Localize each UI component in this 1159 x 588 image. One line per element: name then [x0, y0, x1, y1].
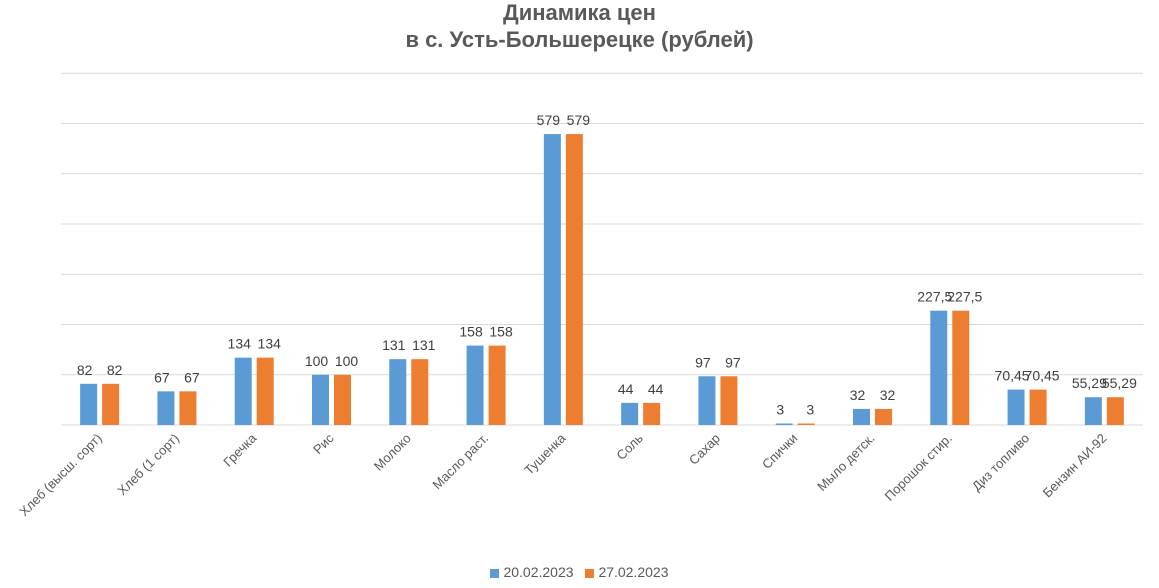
data-label-series-1: 131 — [382, 337, 406, 353]
bar-series-2 — [565, 134, 583, 426]
data-label-series-1: 134 — [228, 336, 252, 352]
data-label-series-2: 82 — [107, 362, 123, 378]
data-label-series-2: 67 — [184, 369, 200, 385]
category-label: Мыло детск. — [814, 431, 877, 494]
legend-swatch-series-1 — [490, 569, 500, 579]
category-label: Молоко — [371, 431, 414, 474]
data-label-series-1: 3 — [776, 401, 784, 417]
data-label-series-2: 70,45 — [1025, 368, 1060, 384]
gridlines — [61, 72, 1143, 426]
data-label-series-1: 97 — [695, 354, 711, 370]
bar-series-2 — [102, 383, 120, 425]
bar-series-1 — [853, 408, 870, 425]
bar-series-1 — [698, 376, 716, 425]
data-label-series-2: 227,5 — [947, 289, 982, 305]
legend-swatch-series-2 — [585, 569, 595, 579]
category-label: Хлеб (1 сорт) — [114, 431, 182, 499]
data-label-series-1: 32 — [850, 387, 866, 403]
data-label-series-1: 82 — [77, 362, 93, 378]
data-label-series-2: 579 — [567, 112, 591, 128]
bar-series-2 — [952, 310, 970, 425]
data-label-series-2: 55,29 — [1102, 375, 1137, 391]
bar-series-2 — [488, 345, 506, 425]
bar-series-1 — [621, 402, 639, 425]
category-label: Тушенка — [521, 430, 569, 478]
data-label-series-2: 158 — [489, 324, 513, 340]
data-label-series-1: 55,29 — [1072, 375, 1107, 391]
bar-series-2 — [720, 376, 738, 425]
data-label-series-1: 44 — [618, 381, 634, 397]
bar-series-2 — [179, 391, 197, 425]
data-label-series-1: 70,45 — [995, 368, 1030, 384]
data-label-series-1: 579 — [537, 112, 561, 128]
data-labels: 82 82 67 67 134 134 100 100 131 131 158 158 579 579 44… — [77, 112, 1137, 417]
category-label: Сахар — [686, 431, 723, 468]
category-label: Рис — [310, 430, 337, 457]
legend-item-series-2: 27.02.2023 — [585, 564, 669, 581]
category-label: Гречка — [220, 430, 260, 470]
category-label: Порошок стир. — [882, 431, 955, 504]
bar-series-1 — [312, 374, 329, 425]
category-label: Масло раст. — [429, 431, 491, 493]
bar-series-2 — [256, 357, 274, 425]
bar-series-2 — [411, 359, 429, 425]
chart-title-line-1: Динамика цен — [503, 0, 656, 25]
bar-series-1 — [930, 310, 948, 425]
bar-series-1 — [1084, 397, 1102, 425]
bar-series-2 — [1029, 389, 1047, 425]
legend-label-series-1: 20.02.2023 — [503, 564, 574, 581]
category-label: Соль — [613, 430, 645, 462]
data-label-series-2: 44 — [648, 381, 664, 397]
category-label: Диз топливо — [969, 431, 1032, 494]
bar-series-2 — [797, 423, 815, 425]
data-label-series-2: 131 — [412, 337, 436, 353]
bar-series-1 — [157, 391, 175, 425]
data-label-series-2: 134 — [258, 336, 282, 352]
chart-title-line-2: в с. Усть-Большерецке (рублей) — [405, 27, 754, 52]
data-label-series-2: 32 — [880, 387, 896, 403]
bar-series-1 — [543, 134, 561, 426]
legend-item-series-1: 20.02.2023 — [490, 564, 574, 581]
legend: 20.02.2023 27.02.2023 — [0, 563, 1159, 580]
data-label-series-1: 67 — [154, 369, 170, 385]
bar-series-2 — [1106, 397, 1124, 425]
data-label-series-2: 3 — [806, 401, 814, 417]
bar-series-2 — [643, 402, 661, 425]
data-label-series-1: 227,5 — [917, 289, 952, 305]
bar-series-1 — [234, 357, 252, 425]
bar-series-2 — [875, 408, 892, 425]
data-label-series-1: 158 — [459, 324, 483, 340]
data-label-series-2: 97 — [725, 354, 741, 370]
bar-series-2 — [334, 374, 351, 425]
category-label: Спички — [759, 431, 800, 472]
legend-label-series-2: 27.02.2023 — [598, 564, 669, 581]
data-label-series-1: 100 — [305, 353, 329, 369]
category-labels: Хлеб (высш. сорт) Хлеб (1 сорт) Гречка Рис М… — [16, 430, 1109, 519]
bars — [80, 134, 1124, 426]
bar-series-1 — [80, 383, 98, 425]
category-label: Бензин АИ-92 — [1040, 431, 1110, 501]
bar-series-1 — [389, 359, 407, 425]
data-label-series-2: 100 — [335, 353, 359, 369]
bar-series-1 — [1007, 389, 1025, 425]
bar-series-1 — [466, 345, 484, 425]
bar-series-1 — [775, 423, 793, 425]
category-label: Хлеб (высш. сорт) — [16, 431, 105, 520]
